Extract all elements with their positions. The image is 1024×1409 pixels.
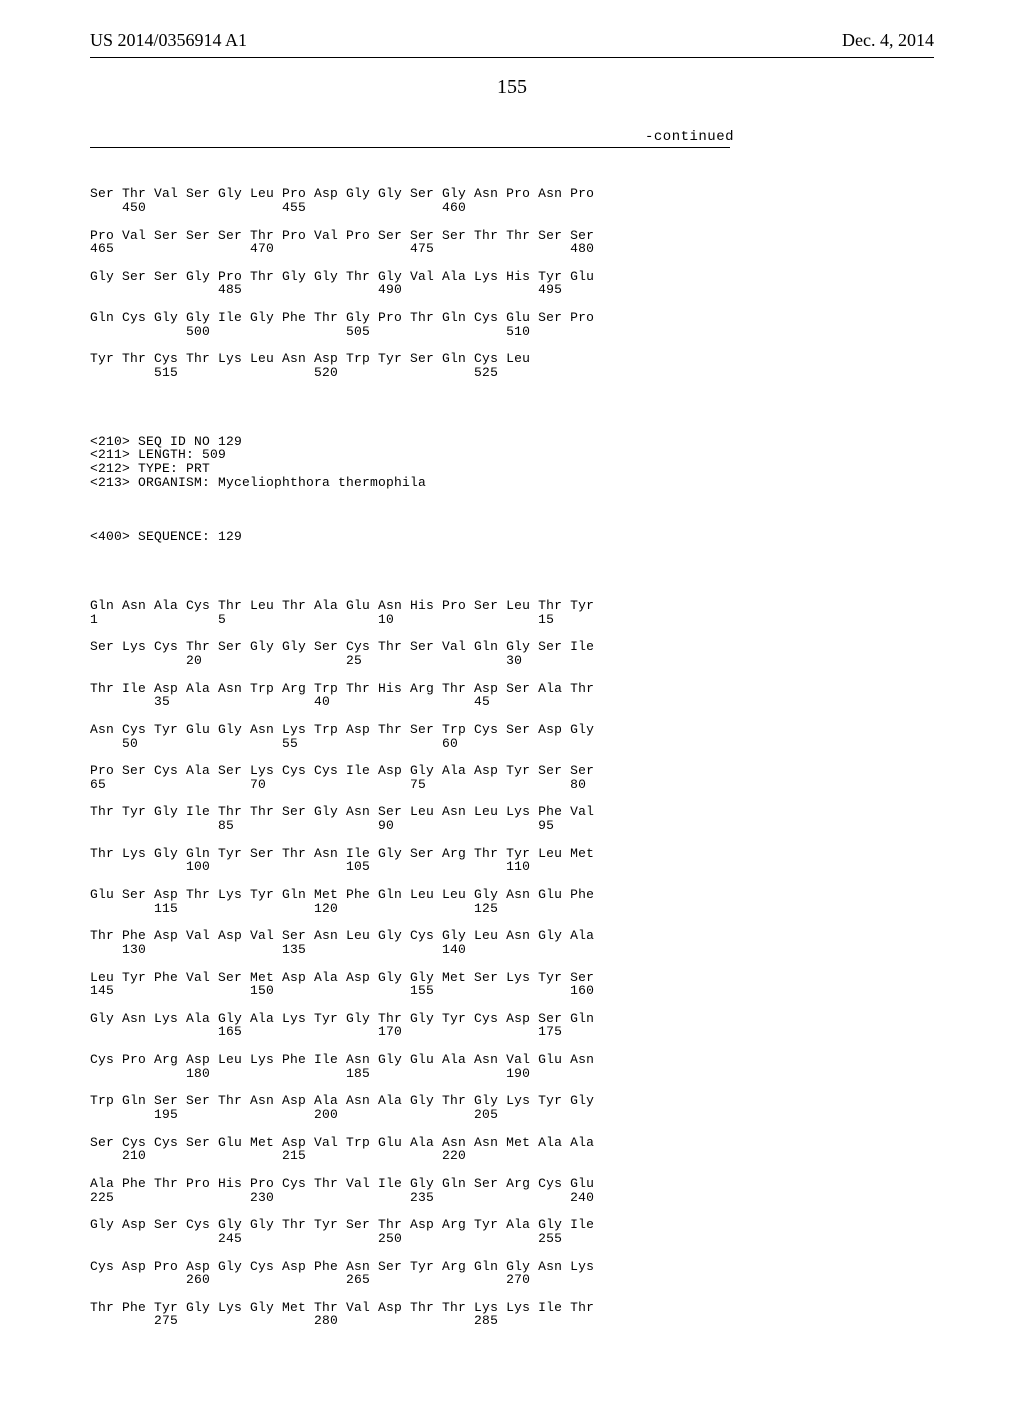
page-number: 155 bbox=[90, 76, 934, 99]
sequence-block: Pro Ser Cys Ala Ser Lys Cys Cys Ile Asp … bbox=[90, 764, 934, 791]
page-header: US 2014/0356914 A1 Dec. 4, 2014 bbox=[90, 30, 934, 51]
sequence-block: Gln Asn Ala Cys Thr Leu Thr Ala Glu Asn … bbox=[90, 599, 934, 626]
sequence-block: Thr Phe Tyr Gly Lys Gly Met Thr Val Asp … bbox=[90, 1301, 934, 1328]
sequence-block: Thr Tyr Gly Ile Thr Thr Ser Gly Asn Ser … bbox=[90, 805, 934, 832]
sequence-block: Ser Lys Cys Thr Ser Gly Gly Ser Cys Thr … bbox=[90, 640, 934, 667]
sequence-block: Trp Gln Ser Ser Thr Asn Asp Ala Asn Ala … bbox=[90, 1094, 934, 1121]
sequence-block: Gln Cys Gly Gly Ile Gly Phe Thr Gly Pro … bbox=[90, 311, 934, 338]
sequence-block: Gly Asn Lys Ala Gly Ala Lys Tyr Gly Thr … bbox=[90, 1012, 934, 1039]
sequence-block: Cys Pro Arg Asp Leu Lys Phe Ile Asn Gly … bbox=[90, 1053, 934, 1080]
header-rule bbox=[90, 57, 934, 58]
sequence-block: Pro Val Ser Ser Ser Thr Pro Val Pro Ser … bbox=[90, 229, 934, 256]
publication-number: US 2014/0356914 A1 bbox=[90, 30, 247, 51]
meta-sequence-label: <400> SEQUENCE: 129 bbox=[90, 529, 242, 544]
sequence-block: Glu Ser Asp Thr Lys Tyr Gln Met Phe Gln … bbox=[90, 888, 934, 915]
sequence-block: Ala Phe Thr Pro His Pro Cys Thr Val Ile … bbox=[90, 1177, 934, 1204]
sequence-block: Tyr Thr Cys Thr Lys Leu Asn Asp Trp Tyr … bbox=[90, 352, 934, 379]
sequence-top-rule bbox=[90, 147, 730, 148]
sequence-block: Cys Asp Pro Asp Gly Cys Asp Phe Asn Ser … bbox=[90, 1260, 934, 1287]
sequence-block: Thr Ile Asp Ala Asn Trp Arg Trp Thr His … bbox=[90, 682, 934, 709]
sequence-block: Asn Cys Tyr Glu Gly Asn Lys Trp Asp Thr … bbox=[90, 723, 934, 750]
sequence-block: Ser Cys Cys Ser Glu Met Asp Val Trp Glu … bbox=[90, 1136, 934, 1163]
publication-date: Dec. 4, 2014 bbox=[842, 30, 934, 51]
patent-page: US 2014/0356914 A1 Dec. 4, 2014 155 -con… bbox=[0, 0, 1024, 1409]
sequence-block: Ser Thr Val Ser Gly Leu Pro Asp Gly Gly … bbox=[90, 187, 934, 214]
sequence-listing: Ser Thr Val Ser Gly Leu Pro Asp Gly Gly … bbox=[90, 160, 934, 1369]
sequence-block: Thr Lys Gly Gln Tyr Ser Thr Asn Ile Gly … bbox=[90, 847, 934, 874]
sequence-metadata: <210> SEQ ID NO 129 <211> LENGTH: 509 <2… bbox=[90, 435, 934, 490]
sequence-block: Thr Phe Asp Val Asp Val Ser Asn Leu Gly … bbox=[90, 929, 934, 956]
continued-label: -continued bbox=[90, 129, 734, 145]
sequence-block: Leu Tyr Phe Val Ser Met Asp Ala Asp Gly … bbox=[90, 971, 934, 998]
sequence-block: Gly Ser Ser Gly Pro Thr Gly Gly Thr Gly … bbox=[90, 270, 934, 297]
sequence-label-block: <400> SEQUENCE: 129 bbox=[90, 530, 934, 544]
sequence-block: Gly Asp Ser Cys Gly Gly Thr Tyr Ser Thr … bbox=[90, 1218, 934, 1245]
